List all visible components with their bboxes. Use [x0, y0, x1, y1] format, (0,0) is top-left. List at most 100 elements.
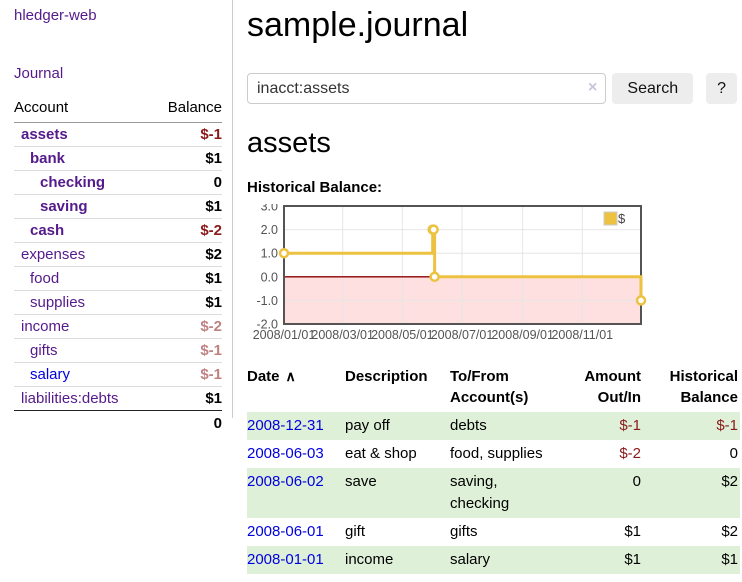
search-button[interactable]: Search [612, 73, 694, 104]
transaction-accounts: gifts [450, 523, 478, 540]
transaction-date-link[interactable]: 2008-06-03 [247, 445, 324, 462]
chart-svg: $3.0 2.0 1.0 0.0 -1.0 -2.02008/01/012008/03/0… [253, 200, 647, 342]
account-row: assets $-1 [14, 123, 222, 147]
app-brand-link[interactable]: hledger-web [14, 7, 97, 24]
transaction-row: 2008-06-01 gift gifts $1 $2 [247, 518, 740, 546]
transaction-description: income [345, 551, 394, 568]
main-content: sample.journal × Search ? assets Histori… [240, 0, 742, 574]
accounts-table: Account Balance assets $-1 bank $1 checking 0… [14, 96, 222, 435]
chart-xtick-label: 2008/11/01 [551, 328, 613, 342]
account-row: expenses $2 [14, 242, 222, 267]
sidebar-account-link[interactable]: salary [30, 366, 71, 383]
sidebar-account-balance: $-2 [200, 318, 222, 335]
transaction-row: 2008-01-01 income salary $1 $1 [247, 546, 740, 574]
transaction-accounts: salary [450, 551, 491, 568]
sidebar-account-link[interactable]: income [21, 318, 70, 335]
chart-ytick-label: 3.0 [261, 204, 278, 214]
transaction-balance: $1 [721, 551, 738, 568]
transaction-date-link[interactable]: 2008-06-02 [247, 473, 324, 490]
chart-legend-swatch [603, 211, 618, 226]
sidebar-account-balance: $1 [205, 150, 222, 167]
sidebar-account-link[interactable]: supplies [30, 294, 86, 311]
sidebar-account-balance: 0 [213, 174, 222, 191]
accounts-header-account: Account [14, 99, 69, 116]
accounts-table-header: Account Balance [14, 96, 222, 123]
chart-title: Historical Balance: [247, 179, 383, 196]
search-input[interactable] [247, 73, 607, 104]
transaction-balance: 0 [729, 445, 738, 462]
column-header-amount[interactable]: Amount Out/In [584, 368, 641, 406]
transaction-date-link[interactable]: 2008-12-31 [247, 417, 324, 434]
sort-ascending-icon: ∧ [285, 368, 296, 384]
sidebar-account-link[interactable]: assets [21, 126, 68, 143]
transaction-row: 2008-12-31 pay off debts $-1 $-1 [247, 412, 740, 440]
transaction-amount: $1 [624, 551, 641, 568]
historical-balance-chart[interactable]: $3.0 2.0 1.0 0.0 -1.0 -2.0 2008/01/01 2008/03/0… [247, 200, 742, 344]
transaction-description: eat & shop [345, 445, 417, 462]
column-header-date-label: Date [247, 368, 280, 385]
sidebar-account-balance: $1 [205, 198, 222, 215]
sidebar-account-link[interactable]: gifts [30, 342, 58, 359]
transaction-balance: $2 [721, 523, 738, 540]
chart-data-point [429, 271, 440, 283]
transaction-description: gift [345, 523, 366, 540]
sidebar-account-link[interactable]: cash [30, 222, 65, 239]
chart-xtick-label: 2008/09/01 [491, 328, 554, 342]
sidebar-account-balance: $-1 [200, 126, 222, 143]
account-row: saving $1 [14, 194, 222, 219]
sidebar-account-link[interactable]: saving [40, 198, 88, 215]
chart-frame [283, 205, 642, 325]
accounts-table-body: assets $-1 bank $1 checking 0 saving $1 cash $-2 e… [14, 123, 222, 411]
transaction-row: 2008-06-02 save saving, checking 0 $2 [247, 468, 740, 518]
chart-ytick-label: 2.0 [261, 223, 278, 237]
chart-data-point [278, 247, 290, 259]
register-table-body: 2008-12-31 pay off debts $-1 $-1 2008-06-03 ea… [247, 412, 740, 574]
accounts-header-balance: Balance [167, 99, 222, 116]
sidebar-item-journal[interactable]: Journal [14, 65, 64, 82]
sidebar-account-link[interactable]: expenses [21, 246, 86, 263]
sidebar-account-balance: $-2 [200, 222, 222, 239]
transaction-date-link[interactable]: 2008-06-01 [247, 523, 324, 540]
account-row: food $1 [14, 266, 222, 291]
chart-data-point [428, 224, 439, 235]
register-table: Date ∧ Description To/From Account(s) Amo… [247, 364, 740, 574]
chart-xtick-label: 2008/05/01 [371, 328, 434, 342]
transaction-description: pay off [345, 417, 390, 434]
sidebar-account-link[interactable]: food [30, 270, 60, 287]
transaction-date-link[interactable]: 2008-01-01 [247, 551, 324, 568]
sidebar-account-balance: $-1 [200, 342, 222, 359]
sidebar-account-link[interactable]: liabilities:debts [21, 390, 119, 407]
clear-search-icon[interactable]: × [588, 79, 598, 96]
column-header-date[interactable]: Date ∧ [247, 364, 345, 412]
chart-ytick-label: -2.0 [256, 318, 278, 332]
sidebar-account-balance: $1 [205, 270, 222, 287]
help-button[interactable]: ? [706, 73, 737, 104]
account-row: gifts $-1 [14, 338, 222, 363]
transaction-row: 2008-06-03 eat & shop food, supplies $-2 0 [247, 440, 740, 468]
register-header-row: Date ∧ Description To/From Account(s) Amo… [247, 364, 740, 412]
column-header-accounts[interactable]: To/From Account(s) [450, 368, 529, 406]
chart-ytick-label: 1.0 [261, 247, 278, 261]
search-bar: × Search ? [247, 73, 737, 104]
account-row: supplies $1 [14, 290, 222, 315]
sidebar-account-link[interactable]: bank [30, 150, 66, 167]
sidebar: hledger-web Journal Account Balance asse… [0, 0, 233, 432]
accounts-total-balance: 0 [213, 415, 222, 432]
chart-xtick-label: 2008/07/01 [431, 328, 494, 342]
sidebar-account-balance: $-1 [200, 366, 222, 383]
account-row: salary $-1 [14, 362, 222, 387]
transaction-accounts: debts [450, 417, 487, 434]
sidebar-account-balance: $1 [205, 390, 222, 407]
column-header-balance[interactable]: Historical Balance [669, 368, 738, 406]
account-row: income $-2 [14, 314, 222, 339]
chart-data-point [635, 295, 647, 306]
chart-ytick-label: -1.0 [256, 294, 278, 308]
chart-xtick-label: 2008/01/01 [253, 328, 316, 342]
chart-xtick-label: 2008/03/01 [311, 328, 374, 342]
sidebar-account-balance: $1 [205, 294, 222, 311]
chart-legend-label: $ [618, 211, 626, 226]
sidebar-account-link[interactable]: checking [40, 174, 106, 191]
sidebar-account-balance: $2 [205, 246, 222, 263]
column-header-description[interactable]: Description [345, 368, 428, 385]
transaction-amount: $1 [624, 523, 641, 540]
